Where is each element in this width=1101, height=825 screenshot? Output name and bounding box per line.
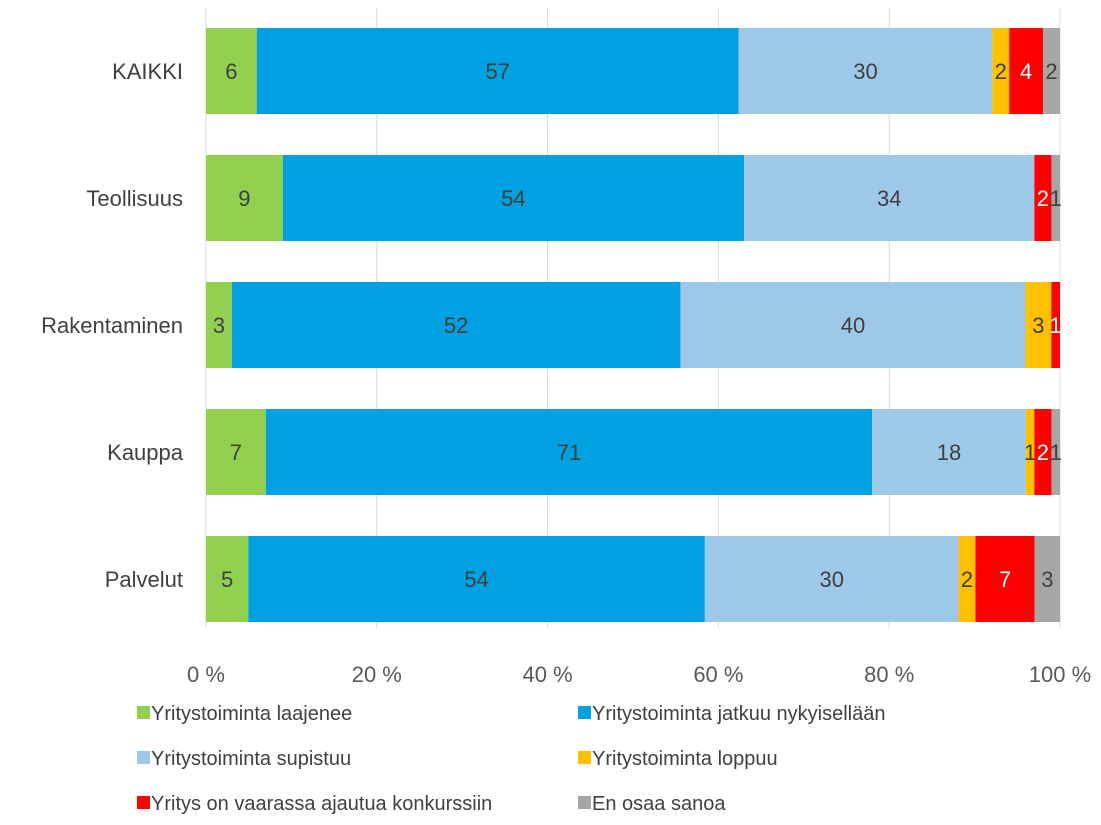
x-tick-label: 100 % — [1029, 662, 1091, 687]
data-label: 2 — [1037, 186, 1049, 211]
bar-segment-kaikki-en-osaa-sanoa — [1043, 28, 1060, 114]
x-tick-label: 20 % — [352, 662, 402, 687]
x-tick-label: 40 % — [523, 662, 573, 687]
data-label: 40 — [841, 313, 865, 338]
bar-segment-rakentaminen-yritys-on-vaarassa-ajautua-konkurssiin — [1051, 282, 1060, 368]
data-label: 2 — [1045, 59, 1057, 84]
bar-segment-kaikki-yritystoiminta-laajenee — [206, 28, 257, 114]
data-label: 34 — [877, 186, 901, 211]
legend-swatch — [137, 751, 150, 764]
data-label: 1 — [1050, 440, 1062, 465]
category-label-rakentaminen: Rakentaminen — [41, 313, 183, 338]
legend-swatch — [578, 751, 591, 764]
category-label-kauppa: Kauppa — [107, 440, 184, 465]
legend: Yritystoiminta laajenee Yritystoiminta ja… — [137, 703, 885, 815]
data-label: 30 — [853, 59, 877, 84]
bar-segment-teollisuus-yritystoiminta-laajenee — [206, 155, 283, 241]
bar-segment-rakentaminen-yritystoiminta-loppuu — [1025, 282, 1052, 368]
bar-segment-palvelut-en-osaa-sanoa — [1034, 536, 1060, 622]
bar-segment-kauppa-yritys-on-vaarassa-ajautua-konkurssiin — [1034, 409, 1052, 495]
bar-segment-teollisuus-en-osaa-sanoa — [1051, 155, 1060, 241]
data-label: 3 — [213, 313, 225, 338]
bar-segment-kaikki-yritys-on-vaarassa-ajautua-konkurssiin — [1009, 28, 1044, 114]
bar-segment-kauppa-yritystoiminta-loppuu — [1025, 409, 1035, 495]
bar-segment-palvelut-yritys-on-vaarassa-ajautua-konkurssiin — [975, 536, 1035, 622]
x-tick-label: 0 % — [187, 662, 225, 687]
bar-segment-kauppa-yritystoiminta-laajenee — [206, 409, 266, 495]
bar-segment-kauppa-yritystoiminta-jatkuu-nykyisell-n — [265, 409, 873, 495]
category-label-kaikki: KAIKKI — [112, 59, 183, 84]
bar-segment-teollisuus-yritystoiminta-jatkuu-nykyisell-n — [282, 155, 745, 241]
bar-segment-kaikki-yritystoiminta-loppuu — [992, 28, 1010, 114]
bar-segment-palvelut-yritystoiminta-jatkuu-nykyisell-n — [248, 536, 705, 622]
data-label: 1 — [1050, 186, 1062, 211]
bar-segment-kauppa-en-osaa-sanoa — [1051, 409, 1060, 495]
data-label: 7 — [999, 567, 1011, 592]
category-label-palvelut: Palvelut — [105, 567, 183, 592]
bar-segment-rakentaminen-yritystoiminta-laajenee — [206, 282, 232, 368]
data-label: 54 — [501, 186, 525, 211]
bar-segment-kauppa-yritystoiminta-supistuu — [872, 409, 1026, 495]
data-label: 2 — [995, 59, 1007, 84]
data-label: 4 — [1020, 59, 1032, 84]
bar-segment-teollisuus-yritystoiminta-supistuu — [744, 155, 1035, 241]
legend-entry-yritystoiminta-supistuu: Yritystoiminta supistuu — [151, 748, 351, 770]
category-label-teollisuus: Teollisuus — [86, 186, 183, 211]
data-label: 6 — [225, 59, 237, 84]
legend-swatch — [578, 796, 591, 809]
data-label: 3 — [1032, 313, 1044, 338]
bar-segment-palvelut-yritystoiminta-loppuu — [958, 536, 976, 622]
bar-segment-palvelut-yritystoiminta-supistuu — [704, 536, 959, 622]
data-label: 1 — [1024, 440, 1036, 465]
x-tick-labels: 0 % 20 % 40 % 60 % 80 % 100 % — [187, 662, 1091, 687]
bar-segment-teollisuus-yritys-on-vaarassa-ajautua-konkurssiin — [1034, 155, 1052, 241]
bar-segment-kaikki-yritystoiminta-jatkuu-nykyisell-n — [256, 28, 739, 114]
data-label: 5 — [221, 567, 233, 592]
legend-entry-en-osaa-sanoa: En osaa sanoa — [592, 793, 726, 815]
legend-entry-yritystoiminta-laajenee: Yritystoiminta laajenee — [151, 703, 352, 725]
data-label: 1 — [1050, 313, 1062, 338]
legend-entry-yritys-on-vaarassa-ajautua-konkurssiin: Yritys on vaarassa ajautua konkurssiin — [151, 793, 492, 815]
data-label: 2 — [961, 567, 973, 592]
x-tick-label: 80 % — [864, 662, 914, 687]
legend-swatch — [137, 796, 150, 809]
bar-segment-rakentaminen-yritystoiminta-jatkuu-nykyisell-n — [231, 282, 681, 368]
legend-entry-yritystoiminta-loppuu: Yritystoiminta loppuu — [592, 748, 778, 770]
data-label: 30 — [819, 567, 843, 592]
data-label: 57 — [485, 59, 509, 84]
legend-entry-yritystoiminta-jatkuu-nykyisell-n: Yritystoiminta jatkuu nykyisellään — [592, 703, 885, 725]
data-label: 3 — [1041, 567, 1053, 592]
data-label: 54 — [464, 567, 488, 592]
bar-segment-rakentaminen-yritystoiminta-supistuu — [680, 282, 1026, 368]
data-label: 52 — [444, 313, 468, 338]
legend-swatch — [578, 706, 591, 719]
data-label: 71 — [557, 440, 581, 465]
data-label: 2 — [1037, 440, 1049, 465]
bars: 6 57 30 2 4 29 54 34 2 13 52 40 3 17 71 18 1 2 15 54 30 2 7 3 — [206, 28, 1062, 622]
category-labels: KAIKKI Teollisuus Rakentaminen Kauppa Palvel… — [41, 59, 184, 592]
data-label: 18 — [937, 440, 961, 465]
data-label: 9 — [238, 186, 250, 211]
x-tick-label: 60 % — [693, 662, 743, 687]
bar-segment-kaikki-yritystoiminta-supistuu — [738, 28, 993, 114]
legend-swatch — [137, 706, 150, 719]
data-label: 7 — [230, 440, 242, 465]
bar-segment-palvelut-yritystoiminta-laajenee — [206, 536, 249, 622]
